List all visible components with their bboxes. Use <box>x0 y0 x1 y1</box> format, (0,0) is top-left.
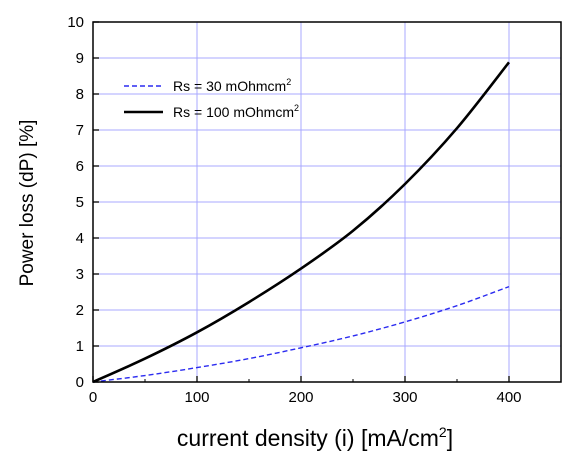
ticks <box>92 21 510 383</box>
x-tick-label: 100 <box>184 389 209 406</box>
y-tick-label: 7 <box>76 122 84 139</box>
y-tick-label: 8 <box>76 86 84 103</box>
y-tick-label: 1 <box>76 338 84 355</box>
x-tick-label: 300 <box>392 389 417 406</box>
x-axis-title: current density (i) [mA/cm2] <box>177 424 453 451</box>
legend-label-rs-100: Rs = 100 mOhmcm2 <box>173 103 299 120</box>
x-axis-title-main: current density (i) [mA/cm <box>177 425 439 451</box>
legend: Rs = 30 mOhmcm2 Rs = 100 mOhmcm2 <box>124 77 299 120</box>
series-line-0 <box>92 285 510 383</box>
y-tick-label: 2 <box>76 302 84 319</box>
series-layer <box>92 61 511 384</box>
y-tick-label: 3 <box>76 266 84 283</box>
tick-labels: 0 100 200 300 400 0 1 2 3 4 5 6 7 8 9 10 <box>67 14 521 406</box>
y-axis-title: Power loss (dP) [%] <box>17 120 38 287</box>
x-tick-label: 400 <box>496 389 521 406</box>
series-line-1 <box>92 61 511 384</box>
y-tick-label: 9 <box>76 50 84 67</box>
x-axis-title-sup: 2 <box>439 424 447 440</box>
y-tick-label: 10 <box>67 14 84 31</box>
y-tick-label: 5 <box>76 194 84 211</box>
legend-label-rs-30: Rs = 30 mOhmcm2 <box>173 77 291 94</box>
x-tick-label: 200 <box>288 389 313 406</box>
x-axis-title-end: ] <box>447 425 453 451</box>
y-tick-label: 6 <box>76 158 84 175</box>
grid <box>93 22 561 382</box>
x-tick-label: 0 <box>89 389 97 406</box>
y-tick-label: 0 <box>76 374 84 391</box>
y-tick-label: 4 <box>76 230 84 247</box>
